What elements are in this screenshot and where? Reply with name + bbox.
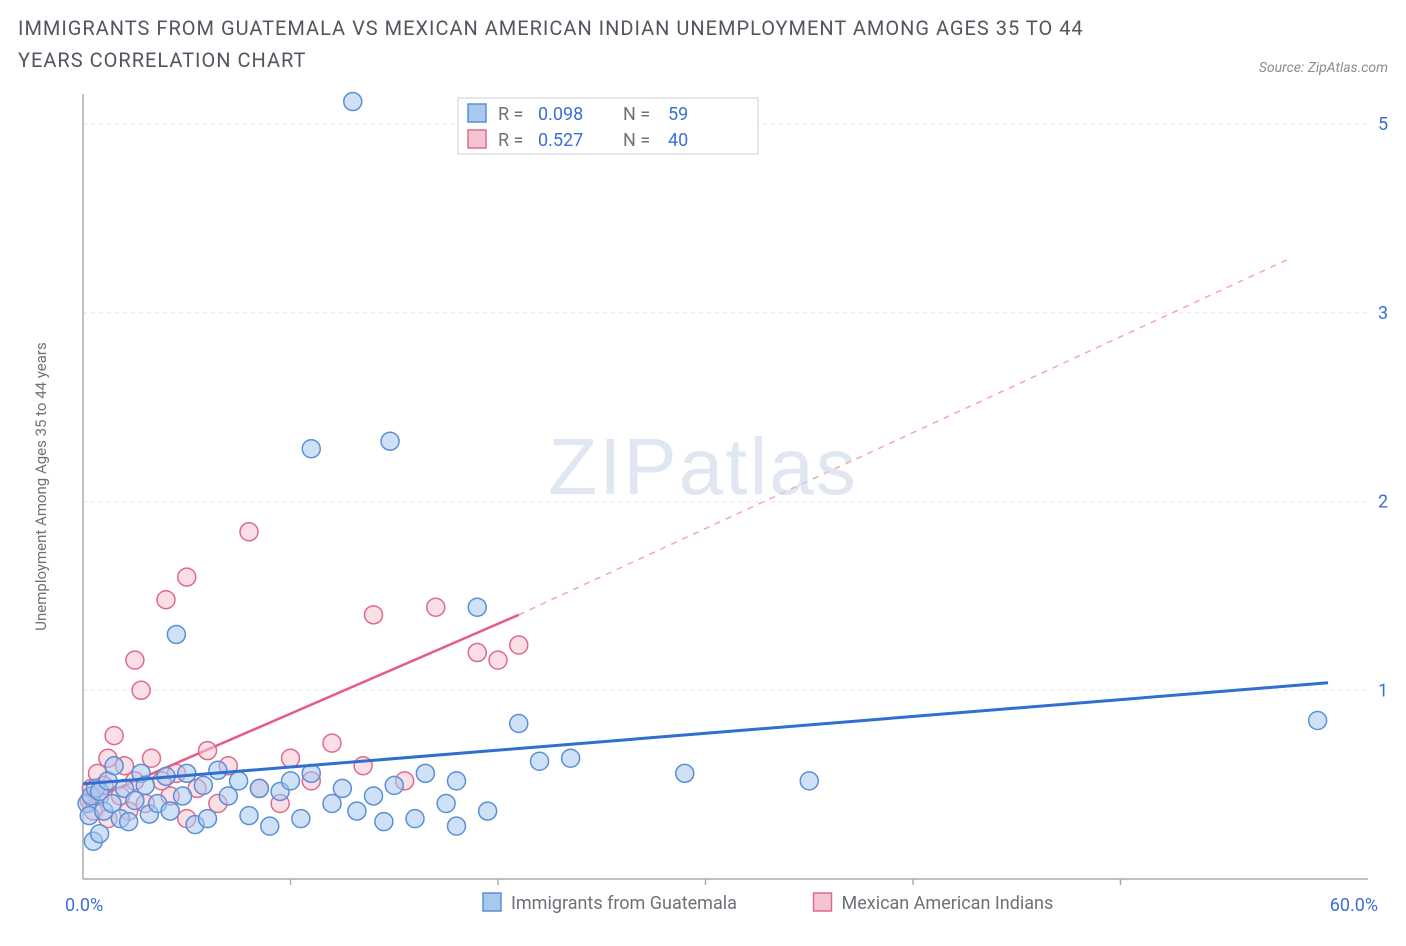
scatter-point-blue (230, 772, 248, 790)
stats-n-value: 40 (668, 130, 688, 151)
scatter-point-blue (178, 764, 196, 782)
stats-r-value: 0.098 (538, 104, 583, 125)
x-tick-label: 0.0% (65, 895, 103, 916)
scatter-point-blue (385, 776, 403, 794)
chart-title: IMMIGRANTS FROM GUATEMALA VS MEXICAN AME… (18, 12, 1138, 76)
scatter-point-pink (105, 727, 123, 745)
scatter-point-blue (448, 772, 466, 790)
scatter-point-pink (132, 681, 150, 699)
chart-container: ZIPatlas Unemployment Among Ages 35 to 4… (18, 84, 1388, 934)
scatter-point-pink (178, 568, 196, 586)
legend-label: Immigrants from Guatemala (511, 893, 737, 914)
scatter-point-blue (105, 757, 123, 775)
scatter-point-blue (240, 807, 258, 825)
y-tick-label: 50.0% (1378, 114, 1388, 135)
scatter-point-pink (240, 523, 258, 541)
stats-n-label: N = (623, 130, 650, 151)
scatter-point-pink (489, 651, 507, 669)
scatter-point-blue (292, 810, 310, 828)
scatter-point-blue (510, 715, 528, 733)
scatter-point-pink (199, 742, 217, 760)
stats-r-label: R = (498, 104, 523, 125)
trend-line-blue (83, 683, 1328, 784)
y-tick-label: 25.0% (1378, 492, 1388, 513)
scatter-point-blue (348, 802, 366, 820)
scatter-point-blue (562, 749, 580, 767)
scatter-point-blue (676, 764, 694, 782)
y-tick-label: 12.5% (1378, 680, 1388, 701)
stats-r-value: 0.527 (538, 130, 583, 151)
scatter-point-blue (344, 93, 362, 111)
stats-n-label: N = (623, 104, 650, 125)
scatter-point-blue (437, 795, 455, 813)
scatter-point-blue (209, 761, 227, 779)
scatter-point-blue (800, 772, 818, 790)
legend-label: Mexican American Indians (842, 893, 1054, 914)
scatter-point-blue (448, 817, 466, 835)
scatter-point-pink (468, 644, 486, 662)
scatter-point-blue (381, 432, 399, 450)
scatter-point-blue (194, 776, 212, 794)
scatter-chart: Unemployment Among Ages 35 to 44 years 12… (18, 84, 1388, 934)
scatter-point-blue (261, 817, 279, 835)
scatter-point-pink (323, 734, 341, 752)
scatter-point-blue (531, 752, 549, 770)
scatter-point-pink (126, 651, 144, 669)
x-tick-label: 60.0% (1330, 895, 1378, 916)
scatter-point-pink (427, 598, 445, 616)
stats-r-label: R = (498, 130, 523, 151)
scatter-point-blue (199, 810, 217, 828)
source-label: Source: ZipAtlas.com (1259, 60, 1388, 76)
scatter-point-blue (1309, 711, 1327, 729)
scatter-point-blue (406, 810, 424, 828)
scatter-point-blue (250, 779, 268, 797)
scatter-point-blue (91, 825, 109, 843)
scatter-point-blue (167, 625, 185, 643)
legend-swatch (814, 893, 832, 911)
scatter-point-blue (174, 787, 192, 805)
scatter-point-blue (120, 813, 138, 831)
scatter-point-blue (282, 772, 300, 790)
scatter-point-blue (468, 598, 486, 616)
y-axis-label: Unemployment Among Ages 35 to 44 years (32, 342, 50, 630)
scatter-point-blue (333, 779, 351, 797)
scatter-point-blue (416, 764, 434, 782)
scatter-point-pink (365, 606, 383, 624)
y-tick-label: 37.5% (1378, 303, 1388, 324)
scatter-point-blue (375, 813, 393, 831)
scatter-point-pink (510, 636, 528, 654)
legend-swatch (483, 893, 501, 911)
scatter-point-pink (282, 749, 300, 767)
scatter-point-pink (157, 591, 175, 609)
stats-swatch (468, 130, 486, 148)
scatter-point-blue (161, 802, 179, 820)
header: IMMIGRANTS FROM GUATEMALA VS MEXICAN AME… (18, 12, 1388, 76)
scatter-point-blue (479, 802, 497, 820)
stats-swatch (468, 104, 486, 122)
stats-n-value: 59 (668, 104, 688, 125)
scatter-point-blue (302, 440, 320, 458)
scatter-point-blue (365, 787, 383, 805)
